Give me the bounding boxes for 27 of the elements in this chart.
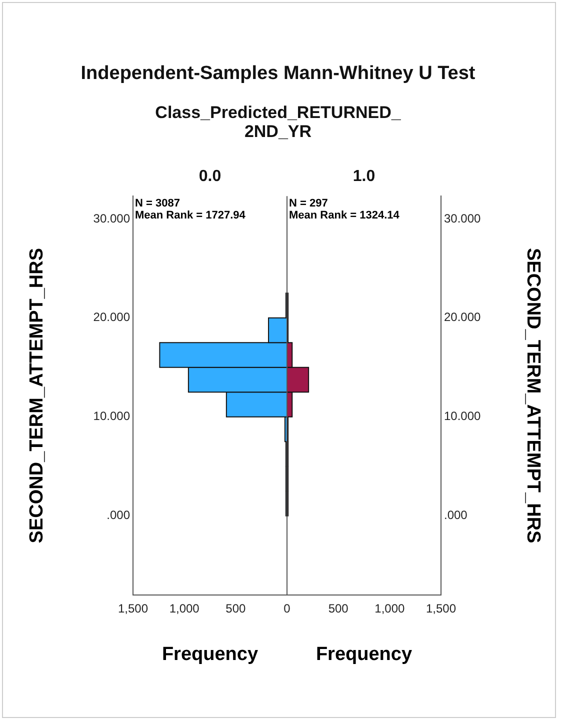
- y-axis-title: SECOND_TERM_ATTEMPT_HRS: [522, 248, 544, 544]
- y-axis-title: SECOND_TERM_ATTEMPT_HRS: [26, 248, 48, 544]
- annotation: Mean Rank = 1727.94: [135, 210, 246, 222]
- y-tick-label: 30.000: [444, 211, 482, 226]
- y-tick-label: 10.000: [444, 409, 482, 424]
- text: 1.0: [352, 168, 376, 186]
- y-tick-label: 20.000: [444, 310, 482, 324]
- chart-title: Independent-Samples Mann-Whitney U Test: [80, 63, 476, 85]
- annotation: Mean Rank = 1324.14: [289, 210, 400, 222]
- x-axis-title: Frequency: [162, 644, 258, 665]
- x-axis-title: Frequency: [316, 644, 412, 665]
- x-tick-label: 1,500: [426, 601, 456, 616]
- y-tick-label: 10.000: [93, 409, 130, 424]
- x-tick-label: 0: [284, 601, 291, 616]
- x-tick-label: 500: [226, 601, 246, 616]
- y-tick-label: 20.000: [93, 310, 130, 324]
- y-tick-label: .000: [444, 508, 468, 522]
- annotation: N = 297: [289, 198, 328, 210]
- x-tick-label: 1,000: [169, 601, 200, 616]
- chart-subtitle: Class_Predicted_RETURNED_ 2ND_YR: [154, 103, 402, 142]
- annotation: N = 3087: [135, 198, 180, 210]
- y-tick-label: 30.000: [93, 211, 130, 226]
- text: 0.0: [198, 168, 222, 186]
- x-tick-label: 500: [328, 601, 349, 616]
- x-tick-label: 1,500: [118, 601, 148, 616]
- y-tick-label: .000: [106, 508, 130, 522]
- x-tick-label: 1,000: [374, 601, 406, 616]
